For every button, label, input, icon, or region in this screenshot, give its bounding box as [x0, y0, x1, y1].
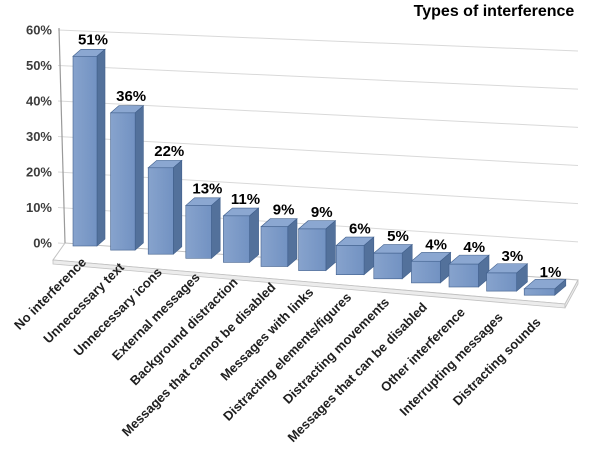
bar-value-label: 36% — [116, 88, 146, 105]
bar-side-face — [249, 207, 259, 264]
category-label: No interference — [11, 255, 89, 333]
value-axis-line — [58, 27, 66, 244]
bar-side-face — [211, 197, 221, 259]
bar-value-label: 3% — [502, 248, 524, 265]
y-tick-label: 20% — [26, 165, 52, 180]
bar — [335, 236, 375, 276]
y-tick-label: 0% — [33, 236, 52, 251]
bar-front-face — [72, 55, 98, 247]
bar-front-face — [260, 226, 289, 267]
value-axis — [58, 27, 66, 244]
bar — [297, 220, 337, 272]
bar-front-face — [448, 263, 479, 288]
bar-front-face — [223, 215, 250, 263]
bar-value-label: 11% — [231, 191, 260, 208]
gridlines-layer — [57, 29, 579, 281]
bar-front-face — [110, 112, 136, 251]
y-tick-label: 50% — [26, 58, 52, 73]
chart-title: Types of interference — [414, 3, 575, 20]
bar-value-label: 4% — [425, 236, 447, 253]
bar-side-face — [287, 218, 298, 268]
bar-side-face — [173, 159, 183, 255]
bar-front-face — [185, 205, 212, 259]
bar-value-label: 51% — [78, 31, 108, 48]
bar — [184, 197, 222, 259]
bar — [260, 218, 298, 268]
y-tick-label: 60% — [26, 23, 52, 38]
y-tick-label: 30% — [26, 129, 52, 144]
bar-value-label: 4% — [463, 239, 485, 256]
gridline — [57, 65, 579, 90]
gridline — [57, 29, 579, 52]
bar-front-face — [523, 288, 556, 296]
y-tick-label: 40% — [26, 94, 52, 109]
bar-side-face — [134, 105, 144, 251]
bars-layer — [72, 48, 567, 296]
bar-front-face — [373, 252, 403, 280]
bar-side-face — [325, 220, 336, 272]
bar-value-label: 6% — [349, 220, 371, 237]
bar-front-face — [147, 167, 174, 255]
bar-front-face — [335, 245, 365, 276]
bar — [109, 105, 145, 251]
bar — [485, 263, 529, 292]
gridline — [57, 136, 579, 166]
bar-value-label: 22% — [154, 143, 184, 160]
bar-value-label: 13% — [192, 180, 222, 197]
category-label: Unnecessary text — [40, 259, 127, 346]
bar — [523, 278, 567, 296]
bar — [410, 251, 452, 284]
bar — [147, 159, 183, 255]
y-tick-label: 10% — [26, 200, 52, 215]
bar-side-face — [96, 48, 106, 247]
gridline — [57, 171, 579, 205]
bar-value-label: 9% — [273, 202, 295, 219]
bar-front-face — [298, 228, 327, 271]
bar — [372, 243, 414, 280]
bar-front-face — [486, 272, 517, 292]
gridline — [57, 100, 579, 128]
bar-value-label: 5% — [387, 228, 409, 245]
bar-front-face — [411, 260, 441, 284]
chart-floor — [52, 242, 579, 309]
bar — [448, 254, 490, 288]
bar — [72, 48, 106, 247]
bar — [222, 207, 260, 264]
bar-value-label: 1% — [540, 264, 562, 281]
floor-right-slab — [564, 279, 579, 309]
category-label: Messages that cannot be disabled — [119, 279, 279, 439]
bar-value-label: 9% — [311, 204, 333, 221]
